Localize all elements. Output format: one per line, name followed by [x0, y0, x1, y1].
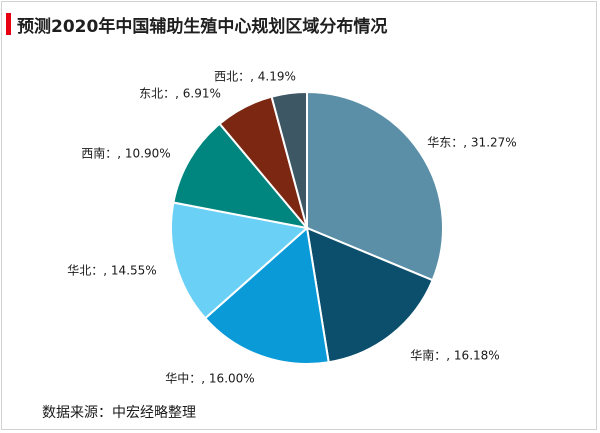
- pie-label-7: 西北：, 4.19%: [214, 70, 296, 84]
- pie-label-3: 华中：, 16.00%: [165, 371, 254, 386]
- title-accent-bar: [6, 13, 11, 35]
- pie-label-4: 华北：, 14.55%: [67, 264, 156, 278]
- data-source: 数据来源：中宏经略整理: [42, 405, 196, 421]
- chart-title: 预测2020年中国辅助生殖中心规划区域分布情况: [17, 16, 388, 37]
- title-bar: 预测2020年中国辅助生殖中心规划区域分布情况: [6, 12, 388, 37]
- pie-slices: [170, 90, 444, 365]
- pie-label-6: 东北：, 6.91%: [139, 87, 221, 101]
- pie-label-5: 西南：, 10.90%: [81, 146, 170, 161]
- pie-slice-2: [305, 226, 434, 364]
- pie-slice-4: [170, 201, 310, 320]
- pie-label-2: 华南：, 16.18%: [410, 348, 499, 363]
- pie-slice-7: [270, 90, 308, 229]
- pie-labels: 华东：, 31.27% 华南：, 16.18% 华中：, 16.00% 华北：, 14…: [67, 70, 516, 386]
- pie-slice-1: [306, 90, 444, 282]
- pie-label-1: 华东：, 31.27%: [427, 136, 516, 150]
- pie-slice-3: [203, 226, 330, 365]
- pie-slice-5: [172, 122, 310, 230]
